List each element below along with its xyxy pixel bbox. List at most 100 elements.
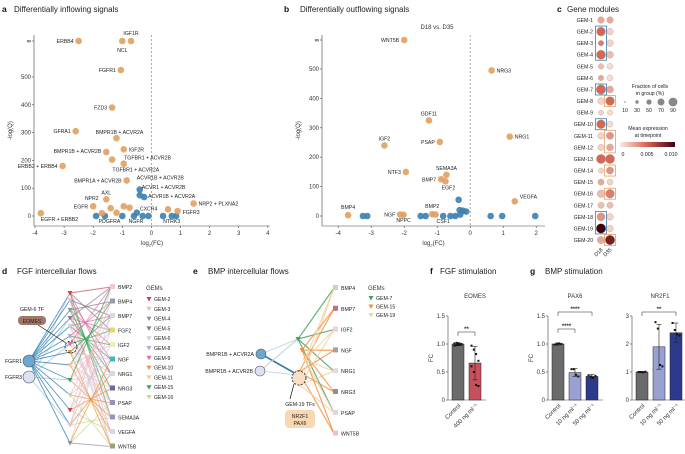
y-tick-label: 400 [309,96,320,102]
color-legend-title-line1: Mean expression [628,126,668,132]
point-label: IGF2R [129,147,145,153]
color-legend-bar [620,142,675,147]
y-tick-label: 1.0 [537,342,546,348]
size-legend-value: 70 [658,108,664,114]
panel-letter-d: d [2,266,7,276]
gems-legend-label: GEM-15 [154,385,173,391]
flow-edge [69,335,112,346]
data-point [119,212,126,220]
ligand-square-icon [110,385,115,391]
data-point [37,209,45,217]
ligand-label: BMP4 [118,300,132,306]
y-tick-label: 300 [21,131,32,137]
data-point [417,212,425,220]
x-tick-label: -2 [402,231,408,237]
flow-edge [69,402,112,444]
expression-dot [606,85,614,94]
replicate-point [587,374,590,377]
replicate-point [453,344,456,347]
replicate-point [676,333,679,336]
gem-row-label: GEM-3 [577,41,594,47]
ligand-label: IGF2 [118,343,130,349]
data-point [130,212,138,220]
gems-legend-label: GEM-10 [154,366,173,372]
flow-edge [69,373,112,426]
point-label: ACVR1B + ACVR2A [148,194,196,200]
y-tick-label: 200 [21,158,32,164]
panel-letter-f: f [430,266,433,276]
data-point [120,145,128,153]
point-label: CXCR4 [140,207,158,213]
bar-chart-subtitle: EOMES [464,294,486,300]
expression-dot [598,109,604,116]
replicate-point [572,368,575,371]
receptor-node [22,354,36,368]
panel-d-title: FGF intercellular flows [17,267,97,276]
x-axis-label-rest: (FC) [433,241,445,247]
significance-label: **** [562,324,572,330]
gem-triangle-icon [67,342,73,347]
ligand-label: BMP4 [341,286,355,292]
ligand-square-icon [333,285,338,290]
flow-edge [69,286,112,426]
y-tick-label: 500 [21,75,32,81]
ligand-square-icon [110,400,115,405]
gems-legend-label: GEM-7 [376,296,393,302]
gem-triangle-icon [67,324,73,329]
flow-edge [69,359,112,444]
expression-dot [605,235,616,246]
panel-f-title: FGF stimulation [440,267,496,276]
y-tick-label: 1.5 [437,314,446,320]
flow-edge [69,325,112,404]
ligand-label: VEGFA [118,430,136,436]
color-legend-title: Mean expression at timepoint [628,126,668,139]
ligand-label: BMP7 [118,314,132,320]
flow-edge [297,287,335,340]
size-legend-dot [668,97,678,107]
gems-legend-label: GEM-16 [154,395,173,401]
y-axis-label: -log(Q) [296,121,302,140]
data-point [400,211,407,219]
replicate-point [477,385,480,387]
expression-dot [598,167,604,174]
x-tick-label: 3 [237,231,241,237]
ligand-label: BMP2 [118,285,132,291]
tf-arrow [37,324,67,344]
flow-edge [298,349,335,373]
expression-dot [596,119,606,129]
gems-legend-label: GEM-4 [154,317,171,323]
point-label: FZD3 [94,106,107,112]
point-label: EGF2 [442,185,456,191]
y-tick-label: 0 [626,398,630,404]
data-point [174,207,181,215]
ligand-square-icon [333,347,338,353]
legend-triangle-icon [146,326,152,331]
y-tick-label: 400 [21,103,32,109]
expression-dot [605,96,615,106]
module-box [604,164,616,177]
data-point [98,209,106,217]
ligand-square-icon [110,342,115,347]
point-label: NTRK3 [163,219,180,225]
point-label: PSAP [421,140,435,146]
data-point [102,196,110,203]
gem-row-label: GEM-20 [574,238,593,244]
y-tick-label: 100 [21,186,32,192]
expression-dot [605,154,615,164]
flow-edge [28,335,71,362]
size-legend-title: Fraction of cells in group (%) [632,84,669,97]
replicate-point [589,375,592,378]
gem-row-label: GEM-16 [574,192,593,198]
replicate-point [470,344,473,347]
point-label: FGFR1 [99,68,116,74]
gem-triangle-icon [67,363,73,368]
gems-legend-label: GEM-2 [154,297,171,303]
legend-triangle-icon [368,313,374,318]
replicate-point [577,375,580,378]
flow-edge [304,359,335,414]
ligand-square-icon [333,409,338,415]
module-box [595,210,607,235]
ligand-square-icon [110,414,115,420]
ligand-square-icon [110,327,115,333]
gem-row-label: GEM-9 [577,111,594,117]
